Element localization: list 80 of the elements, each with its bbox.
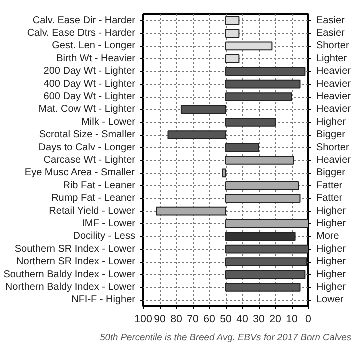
y2-tick-label: Easier bbox=[316, 28, 346, 40]
y-tick-label: NFI-F - Higher bbox=[72, 294, 136, 306]
y-tick-label: Scrotal Size - Smaller bbox=[39, 130, 136, 141]
y2-tick-label: Bigger bbox=[316, 130, 346, 141]
y2-tick-label: Heavier bbox=[316, 155, 352, 166]
y-tick-label: Northern Baldy Index - Lower bbox=[5, 282, 136, 293]
bar bbox=[226, 67, 306, 76]
bar bbox=[226, 220, 308, 228]
y-tick-label: Northern SR Index - Lower bbox=[16, 256, 136, 268]
y2-tick-label: Higher bbox=[316, 244, 347, 255]
bar bbox=[226, 258, 308, 266]
x-tick-label: 10 bbox=[286, 314, 298, 326]
y2-tick-label: Bigger bbox=[316, 168, 346, 179]
y2-tick-label: Fatter bbox=[316, 180, 344, 192]
y2-tick-label: Shorter bbox=[316, 142, 350, 154]
bar bbox=[226, 181, 300, 190]
y2-tick-label: Higher bbox=[316, 256, 347, 268]
y2-tick-label: Heavier bbox=[316, 66, 352, 78]
y-tick-label: Eye Musc Area - Smaller bbox=[24, 168, 136, 179]
y-tick-label: IMF - Lower bbox=[82, 218, 136, 230]
y2-tick-label: Lower bbox=[316, 294, 344, 306]
y-tick-label: 600 Day Wt - Lighter bbox=[44, 92, 136, 103]
bar bbox=[226, 270, 306, 280]
x-tick-label: 90 bbox=[154, 314, 166, 326]
x-tick-label: 60 bbox=[204, 314, 216, 326]
bar bbox=[226, 143, 260, 152]
y2-tick-label: Easier bbox=[316, 15, 346, 26]
y-tick-label: Birth Wt - Heavier bbox=[56, 53, 136, 64]
bar bbox=[226, 42, 273, 51]
bar bbox=[226, 232, 296, 242]
bar bbox=[226, 118, 276, 127]
y-tick-label: Rump Fat - Leaner bbox=[52, 193, 136, 204]
bar bbox=[168, 130, 226, 140]
y-tick-label: Gest. Len - Longer bbox=[52, 40, 136, 52]
bar bbox=[226, 244, 308, 254]
y2-tick-label: More bbox=[316, 231, 340, 242]
bar bbox=[226, 80, 301, 89]
y-tick-label: Milk - Lower bbox=[82, 116, 136, 128]
x-tick-label: 0 bbox=[306, 314, 312, 326]
text: 50th Percentile is the Breed Avg. EBVs for 2017 Born Calves bbox=[100, 332, 352, 342]
y-tick-label: Days to Calv - Longer bbox=[38, 142, 136, 154]
y-tick-label: Calv. Ease Dtrs - Harder bbox=[27, 28, 136, 40]
y-tick-label: Mat. Cow Wt - Lighter bbox=[38, 104, 136, 116]
x-tick-label: 40 bbox=[236, 314, 248, 326]
x-tick-label: 70 bbox=[187, 314, 199, 326]
y2-tick-label: Heavier bbox=[316, 92, 352, 103]
bar bbox=[226, 16, 240, 26]
y-tick-label: Southern Baldy Index - Lower bbox=[4, 269, 136, 280]
x-tick-label: 30 bbox=[253, 314, 265, 326]
bar bbox=[226, 283, 301, 292]
y-tick-label: Docility - Less bbox=[73, 231, 136, 242]
y2-tick-label: Higher bbox=[316, 206, 347, 217]
y-tick-label: Calv. Ease Dir - Harder bbox=[32, 15, 136, 26]
y-tick-label: 200 Day Wt - Lighter bbox=[44, 66, 136, 78]
y2-tick-label: Higher bbox=[316, 282, 347, 293]
x-tick-label: 50 bbox=[220, 314, 232, 326]
bar bbox=[222, 168, 226, 178]
y2-tick-label: Heavier bbox=[316, 104, 352, 116]
y2-tick-label: Higher bbox=[316, 218, 347, 230]
bar bbox=[226, 29, 240, 38]
y-tick-label: Rib Fat - Leaner bbox=[63, 180, 136, 192]
bar bbox=[226, 92, 292, 102]
y2-tick-label: Higher bbox=[316, 116, 347, 128]
bar bbox=[226, 194, 301, 204]
bar bbox=[226, 156, 294, 165]
x-tick-label: 80 bbox=[170, 314, 182, 326]
bar bbox=[180, 105, 226, 114]
y2-tick-label: Higher bbox=[316, 269, 347, 280]
x-tick-label: 100 bbox=[134, 314, 152, 326]
y-tick-label: Southern SR Index - Lower bbox=[14, 244, 136, 255]
y-tick-label: Carcase Wt - Lighter bbox=[44, 155, 136, 166]
y-tick-label: 400 Day Wt - Lighter bbox=[44, 78, 136, 90]
bar bbox=[226, 54, 240, 64]
bar bbox=[156, 206, 226, 216]
x-tick-label: 20 bbox=[270, 314, 282, 326]
y-tick-label: Retail Yield - Lower bbox=[49, 206, 136, 217]
y2-tick-label: Fatter bbox=[316, 193, 344, 204]
y2-tick-label: Heavier bbox=[316, 78, 352, 90]
y2-tick-label: Shorter bbox=[316, 40, 350, 52]
y2-tick-label: Lighter bbox=[316, 53, 348, 64]
